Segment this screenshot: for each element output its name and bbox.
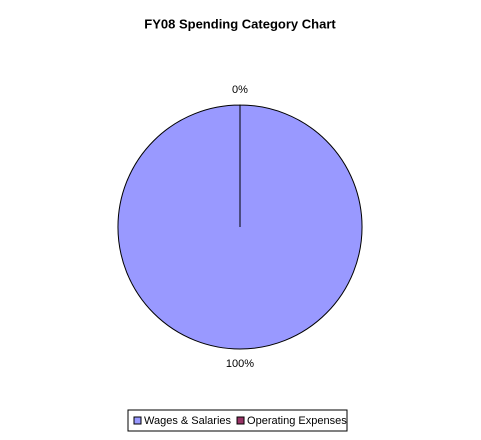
data-label: 0% — [232, 84, 248, 96]
legend-swatch — [236, 416, 245, 425]
legend-label: Wages & Salaries — [144, 415, 232, 427]
chart-title: FY08 Spending Category Chart — [144, 16, 336, 31]
legend-swatch — [133, 416, 142, 425]
legend-label: Operating Expenses — [247, 415, 347, 427]
data-label: 100% — [226, 358, 254, 370]
